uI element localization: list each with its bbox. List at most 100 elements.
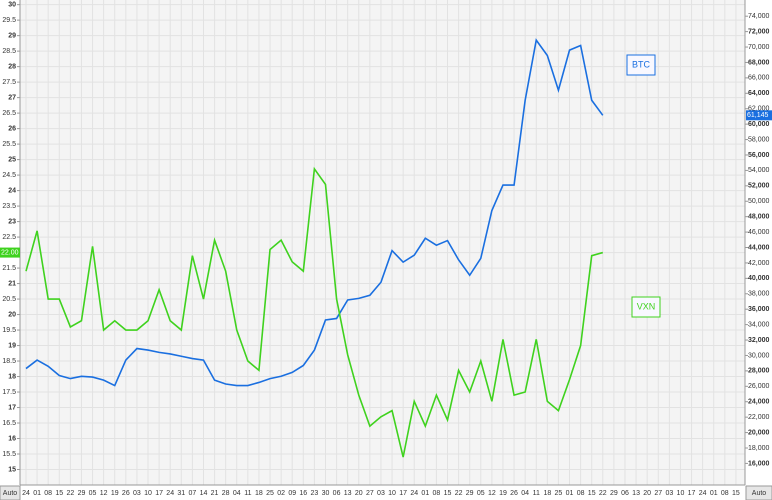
x-tick-label: 14 xyxy=(200,490,208,497)
legend-box xyxy=(631,296,661,318)
x-tick-label: 26 xyxy=(122,490,130,497)
y-tick-label: 28.5 xyxy=(2,48,16,55)
y-tick-label: 25 xyxy=(8,156,16,163)
legend-label: VXN xyxy=(637,301,656,311)
auto-button[interactable] xyxy=(745,485,772,500)
x-tick-label: 27 xyxy=(366,490,374,497)
y-tick-label: 28 xyxy=(8,63,16,70)
x-tick-label: 29 xyxy=(610,490,618,497)
y2-tick-label: 28,000 xyxy=(748,368,770,375)
legend-label: BTC xyxy=(632,59,651,69)
y2-tick-label: 66,000 xyxy=(748,75,770,82)
y-tick-label: 18 xyxy=(8,373,16,380)
y2-tick-label: 74,000 xyxy=(748,13,770,20)
x-tick-label: 19 xyxy=(499,490,507,497)
y2-tick-label: 16,000 xyxy=(748,460,770,467)
x-tick-label: 01 xyxy=(710,490,718,497)
y2-tick-label: 58,000 xyxy=(748,136,770,143)
series-line xyxy=(25,38,604,387)
x-tick-label: 17 xyxy=(399,490,407,497)
legend-box xyxy=(626,54,656,76)
y-tick-label: 29 xyxy=(8,32,16,39)
x-tick-label: 06 xyxy=(333,490,341,497)
x-tick-label: 13 xyxy=(632,490,640,497)
x-tick-label: 30 xyxy=(322,490,330,497)
y2-tick-label: 52,000 xyxy=(748,183,770,190)
x-tick-label: 04 xyxy=(233,490,241,497)
x-tick-label: 20 xyxy=(355,490,363,497)
x-tick-label: 26 xyxy=(510,490,518,497)
y-tick-label: 27.5 xyxy=(2,79,16,86)
y2-tick-label: 46,000 xyxy=(748,229,770,236)
x-tick-label: 10 xyxy=(144,490,152,497)
y-tick-label: 26 xyxy=(8,125,16,132)
x-tick-label: 15 xyxy=(732,490,740,497)
y2-tick-label: 64,000 xyxy=(748,90,770,97)
y-tick-label: 25.5 xyxy=(2,141,16,148)
x-tick-label: 17 xyxy=(688,490,696,497)
y-tick-label: 18.5 xyxy=(2,358,16,365)
x-tick-label: 03 xyxy=(377,490,385,497)
y-tick-label: 22.5 xyxy=(2,234,16,241)
x-tick-label: 22 xyxy=(66,490,74,497)
x-tick-label: 18 xyxy=(255,490,263,497)
x-tick-label: 20 xyxy=(643,490,651,497)
auto-label[interactable]: Auto xyxy=(3,490,18,497)
y-tick-label: 19 xyxy=(8,342,16,349)
x-tick-label: 10 xyxy=(677,490,685,497)
x-tick-label: 05 xyxy=(89,490,97,497)
plot-area xyxy=(20,0,745,485)
last-value-tag xyxy=(746,110,772,121)
x-tick-label: 11 xyxy=(533,490,540,497)
y2-tick-label: 32,000 xyxy=(748,337,770,344)
auto-label[interactable]: Auto xyxy=(752,490,767,497)
y-tick-label: 24 xyxy=(8,187,16,194)
x-tick-label: 04 xyxy=(521,490,529,497)
x-tick-label: 15 xyxy=(444,490,452,497)
x-tick-label: 23 xyxy=(311,490,319,497)
y-tick-label: 17.5 xyxy=(2,389,16,396)
y2-tick-label: 56,000 xyxy=(748,152,770,159)
x-tick-label: 15 xyxy=(588,490,596,497)
x-tick-label: 16 xyxy=(299,490,307,497)
x-tick-label: 24 xyxy=(166,490,174,497)
x-tick-label: 21 xyxy=(211,490,219,497)
y2-tick-label: 62,000 xyxy=(748,106,770,113)
x-tick-label: 19 xyxy=(111,490,119,497)
x-tick-label: 18 xyxy=(543,490,551,497)
x-tick-label: 08 xyxy=(577,490,585,497)
y-tick-label: 20.5 xyxy=(2,296,16,303)
y2-tick-label: 48,000 xyxy=(748,214,770,221)
x-tick-label: 25 xyxy=(266,490,274,497)
y-tick-label: 16 xyxy=(8,435,16,442)
x-tick-label: 05 xyxy=(477,490,485,497)
x-tick-label: 24 xyxy=(22,490,30,497)
x-tick-label: 01 xyxy=(421,490,429,497)
y-tick-label: 23 xyxy=(8,218,16,225)
y2-tick-label: 30,000 xyxy=(748,352,770,359)
y-tick-label: 19.5 xyxy=(2,327,16,334)
x-tick-label: 06 xyxy=(621,490,629,497)
x-tick-label: 08 xyxy=(44,490,52,497)
y-tick-label: 15 xyxy=(8,466,16,473)
y2-tick-label: 68,000 xyxy=(748,59,770,66)
y-tick-label: 16.5 xyxy=(2,420,16,427)
y-tick-label: 27 xyxy=(8,94,16,101)
y-tick-label: 21.5 xyxy=(2,265,16,272)
x-tick-label: 01 xyxy=(33,490,41,497)
y-tick-label: 21 xyxy=(8,280,16,287)
last-value-label: 61,145 xyxy=(747,112,769,119)
y2-tick-label: 36,000 xyxy=(748,306,770,313)
x-tick-label: 17 xyxy=(155,490,163,497)
y-tick-label: 26.5 xyxy=(2,110,16,117)
y2-tick-label: 18,000 xyxy=(748,445,770,452)
y2-tick-label: 26,000 xyxy=(748,383,770,390)
y-tick-label: 15.5 xyxy=(2,451,16,458)
y-tick-label: 23.5 xyxy=(2,203,16,210)
y2-tick-label: 72,000 xyxy=(748,28,770,35)
auto-button[interactable] xyxy=(0,485,21,500)
x-tick-label: 22 xyxy=(455,490,463,497)
x-tick-label: 02 xyxy=(277,490,285,497)
x-tick-label: 12 xyxy=(488,490,496,497)
